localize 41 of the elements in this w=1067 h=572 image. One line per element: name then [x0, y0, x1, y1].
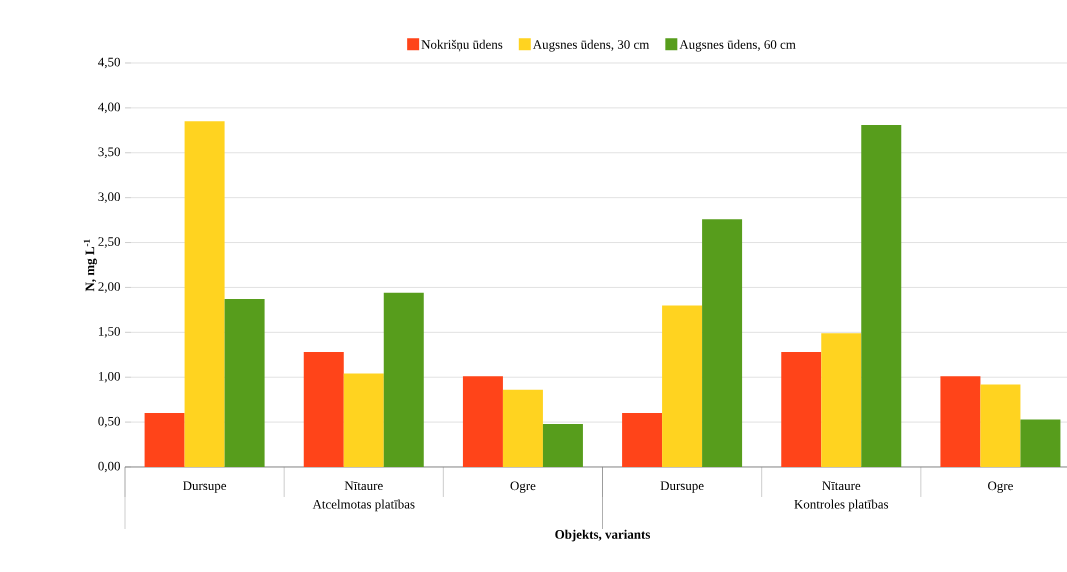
- legend-label: Augsnes ūdens, 60 cm: [679, 39, 796, 52]
- legend-label: Nokrišņu ūdens: [421, 39, 503, 52]
- bar: [980, 384, 1021, 467]
- y-tick-label: 2,00: [98, 282, 120, 293]
- bar: [1020, 419, 1061, 467]
- x-tick-label: Nītaure: [344, 481, 383, 491]
- x-tick-label: Ogre: [510, 481, 536, 493]
- bar: [502, 389, 543, 467]
- y-tick-label: 4,50: [98, 57, 120, 69]
- x-tick-label: Dursupe: [183, 481, 227, 493]
- bar: [702, 219, 743, 467]
- x-tick-label: Nītaure: [822, 481, 861, 491]
- y-tick-label: 0,00: [98, 461, 120, 473]
- bar: [861, 124, 902, 467]
- y-tick-label: 4,00: [98, 102, 120, 114]
- y-tick-label: 0,50: [98, 416, 120, 428]
- legend-label: Augsnes ūdens, 30 cm: [532, 39, 650, 52]
- bar: [144, 413, 185, 467]
- x-axis-title: Objekts, variants: [555, 529, 651, 542]
- bar: [462, 376, 503, 467]
- bar: [622, 413, 663, 467]
- text: Atcelmotas platības: [312, 499, 415, 512]
- bar: [224, 299, 265, 467]
- bar: [662, 305, 703, 467]
- x-tick-label: Ogre: [988, 481, 1013, 493]
- y-axis-title: N, mg L$^{-1}$: [83, 239, 97, 292]
- bar: [343, 373, 384, 467]
- bar: [821, 333, 862, 467]
- bar: [184, 121, 225, 467]
- y-tick-label: 1,00: [98, 371, 120, 383]
- y-tick-label: 3,50: [98, 147, 120, 159]
- bar: [303, 352, 344, 467]
- bar: [383, 292, 424, 467]
- x-tick-label: Dursupe: [660, 481, 704, 493]
- text: Kontroles platības: [794, 499, 889, 512]
- bar: [940, 376, 981, 467]
- y-tick-label: 2,50: [98, 237, 120, 248]
- y-tick-label: 1,50: [98, 327, 120, 338]
- bar: [542, 423, 583, 467]
- y-tick-label: 3,00: [98, 192, 120, 203]
- bar: [781, 352, 822, 467]
